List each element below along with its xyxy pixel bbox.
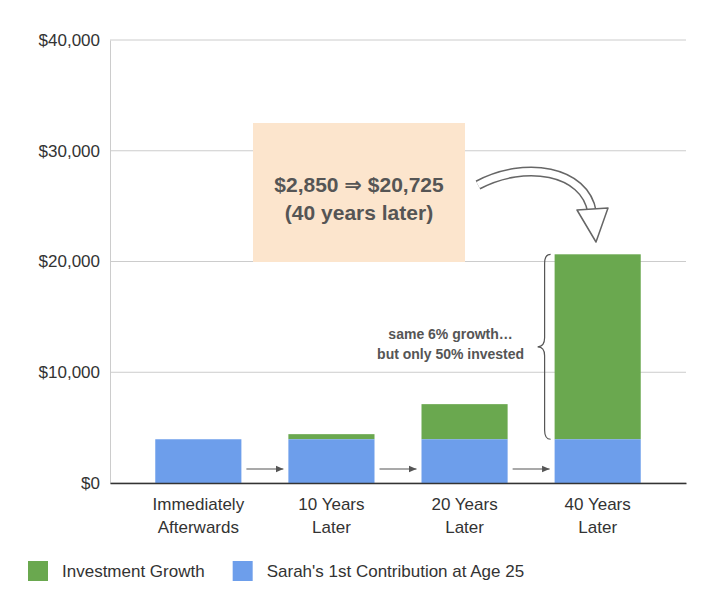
x-tick: 20 YearsLater: [431, 483, 497, 537]
legend-swatch: [28, 561, 48, 581]
bar: [288, 439, 374, 483]
y-tick: $30,000: [39, 142, 110, 161]
brace: [538, 254, 551, 439]
callout-text: $2,850 ⇒ $20,725: [274, 173, 444, 196]
brace-text: but only 50% invested: [377, 346, 524, 362]
bar: [155, 439, 241, 483]
y-tick-label: $30,000: [39, 142, 100, 161]
curved-arrow: [478, 171, 608, 242]
step-arrows: [246, 469, 549, 470]
x-tick: 10 YearsLater: [298, 483, 364, 537]
chart: $0 $10,000 $20,000 $30,000 $40,000 Immediatel…: [0, 0, 713, 610]
curved-arrow-head: [577, 208, 608, 242]
x-axis-line: [111, 483, 687, 484]
y-tick: $20,000: [39, 252, 110, 271]
y-tick-label: $20,000: [39, 252, 100, 271]
bar: [288, 434, 374, 439]
y-tick: $0: [81, 474, 110, 493]
step-arrow: [380, 468, 417, 469]
brace-text: same 6% growth…: [388, 326, 512, 342]
y-tick-label: $10,000: [39, 363, 100, 382]
curved-arrow-fill: [478, 171, 592, 212]
step-arrow: [246, 468, 283, 469]
x-tick-label: 40 YearsLater: [565, 495, 631, 537]
bar-series: [288, 254, 640, 439]
callout: $2,850 ⇒ $20,725 (40 years later): [253, 123, 465, 262]
step-arrow: [513, 468, 550, 469]
bar: [421, 439, 507, 483]
y-tick-label: $40,000: [39, 31, 100, 50]
callout-box: [253, 123, 465, 262]
grid: [110, 40, 686, 483]
x-axis: ImmediatelyAfterwards 10 YearsLater 20 Yea…: [111, 483, 687, 537]
x-tick-label: 20 YearsLater: [431, 495, 497, 537]
callout-text: (40 years later): [285, 201, 433, 224]
grid-line: [110, 40, 686, 41]
x-tick: 40 YearsLater: [565, 483, 631, 537]
legend: Investment Growth Sarah's 1st Contributio…: [28, 561, 524, 581]
x-tick: ImmediatelyAfterwards: [153, 483, 245, 537]
bar: [555, 254, 641, 439]
y-tick: $10,000: [39, 363, 110, 382]
bar: [421, 404, 507, 439]
x-tick-label: 10 YearsLater: [298, 495, 364, 537]
y-tick: $40,000: [39, 31, 110, 50]
bar-series: [155, 439, 640, 483]
legend-label: Sarah's 1st Contribution at Age 25: [267, 562, 524, 581]
y-axis-line: [110, 41, 111, 484]
y-axis: $0 $10,000 $20,000 $30,000 $40,000: [39, 31, 111, 493]
legend-label: Investment Growth: [62, 562, 205, 581]
bar: [555, 439, 641, 483]
y-tick-label: $0: [81, 474, 100, 493]
curved-arrow-outline: [478, 171, 592, 212]
bars: [155, 254, 640, 483]
legend-swatch: [233, 561, 253, 581]
x-tick-label: ImmediatelyAfterwards: [153, 495, 245, 537]
